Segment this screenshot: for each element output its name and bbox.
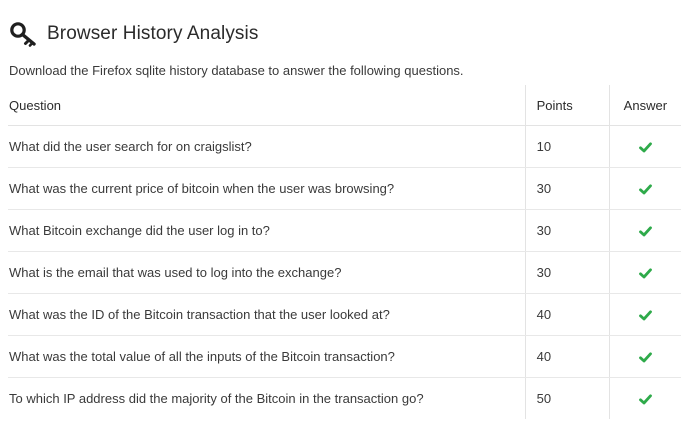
check-icon <box>638 310 652 321</box>
question-cell: What did the user search for on craigsli… <box>8 125 526 168</box>
answer-cell <box>608 293 681 336</box>
check-icon <box>638 394 652 405</box>
answer-cell <box>608 125 681 168</box>
table-row: What was the total value of all the inpu… <box>8 335 681 378</box>
questions-table: Question Points Answer What did the user… <box>8 85 681 419</box>
points-cell: 30 <box>524 251 610 294</box>
page-header: Browser History Analysis <box>9 20 258 48</box>
question-cell: What Bitcoin exchange did the user log i… <box>8 209 526 252</box>
table-header-row: Question Points Answer <box>8 85 681 126</box>
answer-cell <box>608 335 681 378</box>
table-row: What was the current price of bitcoin wh… <box>8 167 681 210</box>
check-icon <box>638 268 652 279</box>
points-cell: 40 <box>524 335 610 378</box>
column-header-question: Question <box>8 85 526 126</box>
key-icon <box>10 22 36 47</box>
page-title: Browser History Analysis <box>47 23 259 44</box>
question-cell: What was the total value of all the inpu… <box>8 335 526 378</box>
points-cell: 50 <box>524 377 610 419</box>
check-icon <box>638 226 652 237</box>
question-cell: What was the current price of bitcoin wh… <box>8 167 526 210</box>
check-icon <box>638 352 652 363</box>
answer-cell <box>608 251 681 294</box>
check-icon <box>638 184 652 195</box>
page-description: Download the Firefox sqlite history data… <box>9 63 464 78</box>
answer-cell <box>608 209 681 252</box>
table-row: What was the ID of the Bitcoin transacti… <box>8 293 681 336</box>
column-header-points: Points <box>524 85 610 126</box>
answer-cell <box>608 167 681 210</box>
table-row: What did the user search for on craigsli… <box>8 125 681 168</box>
table-row: What Bitcoin exchange did the user log i… <box>8 209 681 252</box>
points-cell: 10 <box>524 125 610 168</box>
question-cell: What is the email that was used to log i… <box>8 251 526 294</box>
answer-cell <box>608 377 681 419</box>
column-header-answer: Answer <box>608 85 681 126</box>
points-cell: 30 <box>524 209 610 252</box>
table-body: What did the user search for on craigsli… <box>8 125 681 419</box>
question-cell: To which IP address did the majority of … <box>9 391 424 406</box>
table-row: What is the email that was used to log i… <box>8 251 681 294</box>
points-cell: 30 <box>524 167 610 210</box>
table-row: To which IP address did the majority of … <box>8 377 681 419</box>
points-cell: 40 <box>524 293 610 336</box>
check-icon <box>638 142 652 153</box>
question-cell: What was the ID of the Bitcoin transacti… <box>8 293 526 336</box>
